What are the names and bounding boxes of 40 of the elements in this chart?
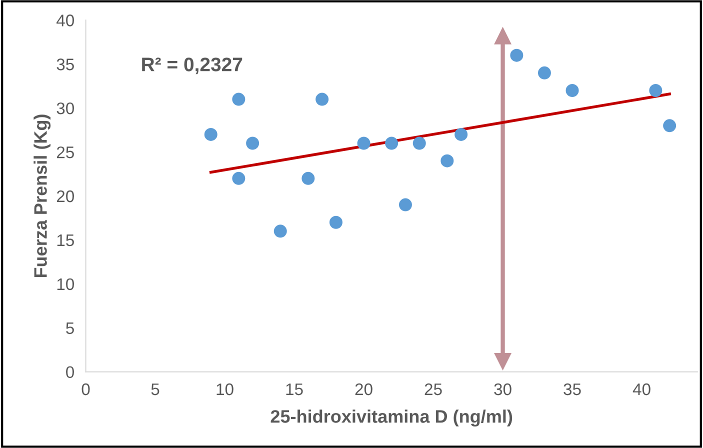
x-tick-label: 40 <box>632 383 650 396</box>
x-tick-label: 30 <box>494 383 512 396</box>
point <box>454 128 468 141</box>
point <box>357 136 370 150</box>
point <box>274 224 287 238</box>
point <box>232 172 246 185</box>
point <box>246 136 260 150</box>
y-tick-label: 30 <box>56 102 74 114</box>
point <box>204 128 218 141</box>
point <box>232 92 246 106</box>
x-tick-label: 20 <box>355 383 372 396</box>
x-axis-title: 25-hidroxivitamina D (ng/ml) <box>270 410 512 427</box>
point <box>663 119 676 132</box>
x-tick-label: 15 <box>286 384 303 396</box>
point <box>398 198 412 212</box>
point <box>440 154 454 168</box>
y-tick-label: 0 <box>66 366 74 378</box>
y-tick-label: 35 <box>56 58 74 70</box>
point <box>649 84 662 97</box>
annotation: R² = 0,2327 <box>142 58 242 74</box>
point <box>316 92 329 106</box>
x-tick-label: 10 <box>216 383 234 396</box>
point <box>329 216 342 229</box>
x-tick-label: 0 <box>82 383 90 396</box>
x-tick-label: 25 <box>424 383 442 396</box>
y-tick-label: 10 <box>57 278 74 290</box>
point <box>510 48 524 62</box>
y-tick-label: 25 <box>56 146 74 158</box>
point <box>412 136 426 150</box>
y-tick-label: 15 <box>57 234 74 246</box>
point <box>566 84 579 97</box>
y-tick-label: 40 <box>56 14 74 26</box>
x-tick-label: 35 <box>564 383 581 396</box>
point <box>385 136 398 150</box>
y-axis-title: Fuerza Prensil (Kg) <box>34 114 51 278</box>
x-tick-label: 5 <box>151 384 160 396</box>
y-tick-label: 20 <box>56 190 74 202</box>
point <box>538 66 551 80</box>
point <box>302 172 315 185</box>
y-tick-label: 5 <box>66 322 74 334</box>
